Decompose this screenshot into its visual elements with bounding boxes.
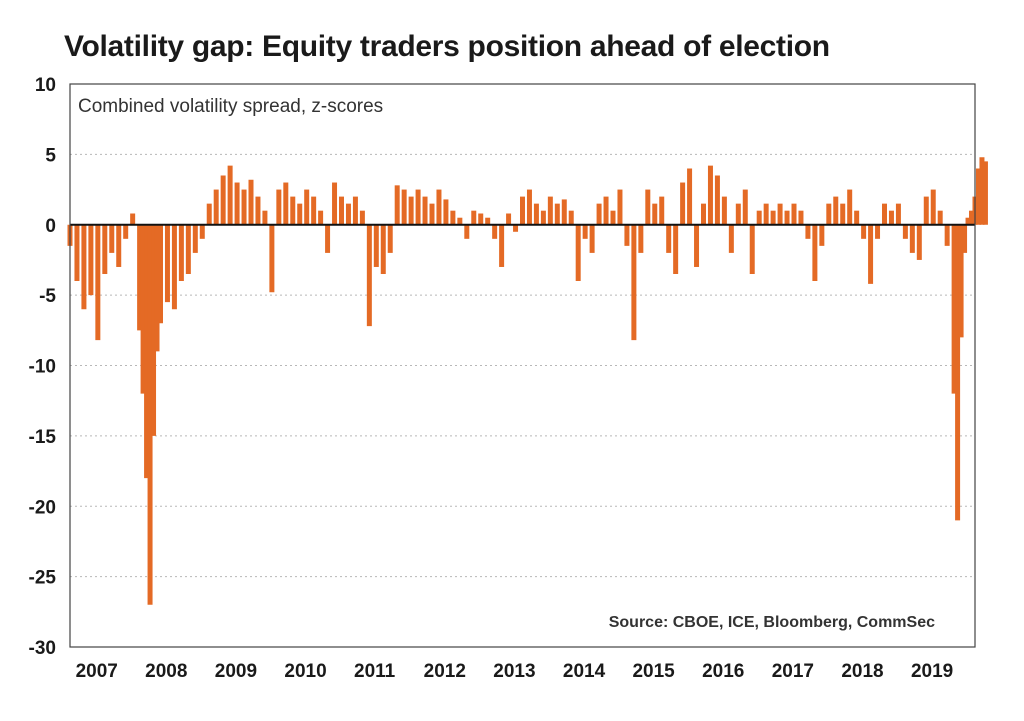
x-tick-label-0: 2007 bbox=[76, 661, 118, 682]
x-tick-label-9: 2016 bbox=[702, 661, 744, 682]
y-tick-label-6: -20 bbox=[29, 497, 56, 518]
y-tick-label-4: -10 bbox=[29, 357, 56, 378]
chart-subtitle: Combined volatility spread, z-scores bbox=[78, 96, 383, 117]
y-tick-label-1: 5 bbox=[45, 145, 56, 166]
gridlines bbox=[70, 153, 975, 578]
x-tick-label-10: 2017 bbox=[772, 661, 814, 682]
y-tick-label-5: -15 bbox=[29, 427, 57, 448]
x-tick-label-12: 2019 bbox=[911, 661, 953, 682]
y-tick-label-7: -25 bbox=[29, 568, 57, 589]
bars bbox=[67, 157, 988, 605]
chart-source: Source: CBOE, ICE, Bloomberg, CommSec bbox=[609, 614, 935, 631]
y-tick-label-3: -5 bbox=[39, 286, 56, 307]
x-axis-ticks: 2007 2008 2009 2010 2011 2012 2013 2014 2015 2016… bbox=[76, 661, 954, 682]
chart-title: Volatility gap: Equity traders position … bbox=[64, 30, 830, 63]
x-tick-label-7: 2014 bbox=[563, 661, 606, 682]
x-tick-label-2: 2009 bbox=[215, 661, 257, 682]
y-tick-label-2: 0 bbox=[45, 216, 56, 237]
y-tick-label-0: 10 bbox=[35, 75, 56, 96]
x-tick-label-8: 2015 bbox=[632, 661, 675, 682]
y-tick-label-8: -30 bbox=[29, 638, 56, 659]
plot-frame bbox=[69, 83, 976, 648]
x-tick-label-6: 2013 bbox=[493, 661, 535, 682]
x-tick-label-1: 2008 bbox=[145, 661, 187, 682]
x-tick-label-4: 2011 bbox=[354, 661, 396, 682]
x-tick-label-5: 2012 bbox=[424, 661, 466, 682]
x-tick-label-3: 2010 bbox=[284, 661, 326, 682]
x-tick-label-11: 2018 bbox=[841, 661, 883, 682]
y-axis-ticks: 10 5 0 -5 -10 -15 -20 -25 -30 bbox=[29, 75, 57, 659]
